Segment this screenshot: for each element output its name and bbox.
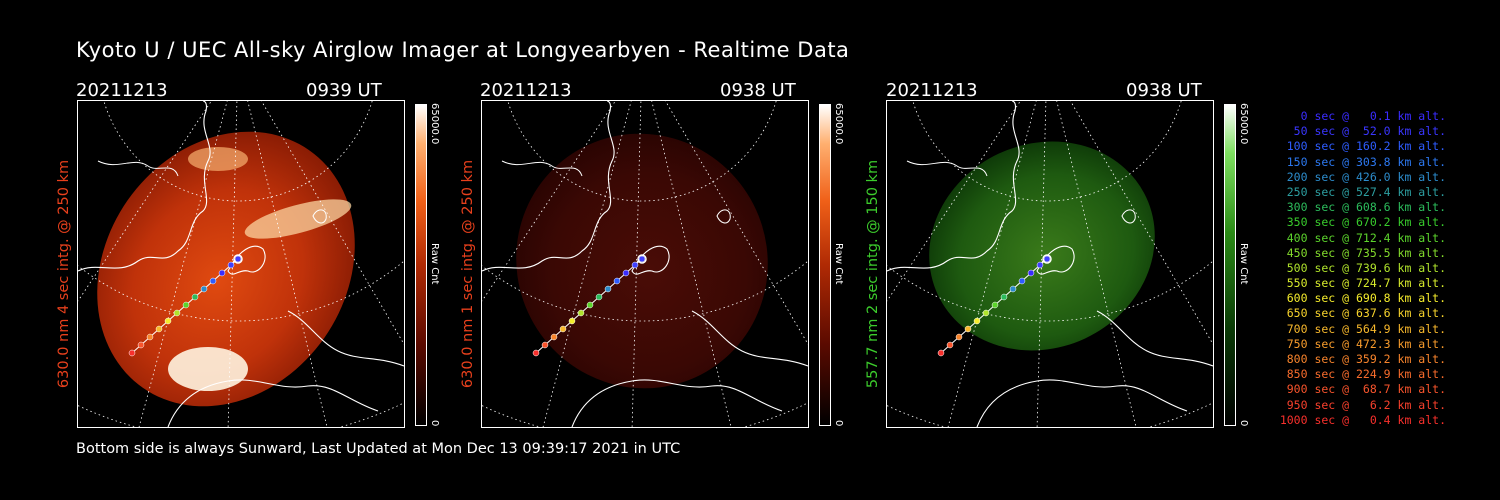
legend-row: 850 sec @ 224.9 km alt.: [1279, 367, 1446, 382]
legend-row: 300 sec @ 608.6 km alt.: [1279, 200, 1446, 215]
panel-2-time: 0938 UT: [720, 80, 796, 101]
panel-3-colorbar-label: Raw Cnt: [1238, 243, 1249, 285]
legend-row: 1000 sec @ 0.4 km alt.: [1279, 412, 1446, 427]
legend-row: 50 sec @ 52.0 km alt.: [1279, 124, 1446, 139]
legend-row: 700 sec @ 564.9 km alt.: [1279, 321, 1446, 336]
panel-2-colorbar: [819, 104, 831, 426]
panel-2-image: [481, 100, 809, 428]
panel-2-colorbar-max: 65000.0: [833, 103, 844, 145]
panel-2-colorbar-label: Raw Cnt: [833, 243, 844, 285]
legend-row: 500 sec @ 739.6 km alt.: [1279, 260, 1446, 275]
panel-3-colorbar-max: 65000.0: [1238, 103, 1249, 145]
legend-row: 900 sec @ 68.7 km alt.: [1279, 382, 1446, 397]
page-title: Kyoto U / UEC All-sky Airglow Imager at …: [76, 38, 850, 62]
legend-row: 550 sec @ 724.7 km alt.: [1279, 276, 1446, 291]
panel-2-colorbar-min: 0: [833, 420, 844, 427]
legend-row: 450 sec @ 735.5 km alt.: [1279, 245, 1446, 260]
legend-row: 0 sec @ 0.1 km alt.: [1279, 109, 1446, 123]
legend-row: 100 sec @ 160.2 km alt.: [1279, 139, 1446, 154]
trajectory-legend: 0 sec @ 0.1 km alt. 50 sec @ 52.0 km alt…: [1268, 109, 1446, 428]
legend-row: 800 sec @ 359.2 km alt.: [1279, 352, 1446, 366]
panel-3-image: [886, 100, 1214, 428]
panel-1-ylabel: 630.0 nm 4 sec intg. @ 250 km: [56, 159, 72, 389]
panel-1-colorbar-min: 0: [429, 420, 440, 427]
footer-note: Bottom side is always Sunward, Last Upda…: [76, 441, 681, 457]
legend-row: 200 sec @ 426.0 km alt.: [1279, 169, 1446, 184]
legend-row: 150 sec @ 303.8 km alt.: [1279, 154, 1446, 169]
panel-1-colorbar: [415, 104, 427, 426]
legend-row: 650 sec @ 637.6 km alt.: [1279, 306, 1446, 321]
legend-row: 750 sec @ 472.3 km alt.: [1279, 336, 1446, 351]
panel-3-ylabel: 557.7 nm 2 sec intg. @ 150 km: [865, 159, 881, 389]
panel-1-colorbar-label: Raw Cnt: [429, 243, 440, 285]
panel-3-colorbar: [1224, 104, 1236, 426]
panel-1-time: 0939 UT: [306, 80, 382, 101]
legend-row: 950 sec @ 6.2 km alt.: [1279, 397, 1446, 412]
panel-3-colorbar-min: 0: [1238, 420, 1249, 427]
legend-row: 350 sec @ 670.2 km alt.: [1279, 215, 1446, 230]
panel-1-image: [77, 100, 405, 428]
panel-3-time: 0938 UT: [1126, 80, 1202, 101]
panel-2-date: 20211213: [480, 80, 572, 101]
legend-row: 400 sec @ 712.4 km alt.: [1279, 230, 1446, 245]
legend-row: 600 sec @ 690.8 km alt.: [1279, 291, 1446, 306]
panel-1-date: 20211213: [76, 80, 168, 101]
panel-1-colorbar-max: 65000.0: [429, 103, 440, 145]
panel-2-ylabel: 630.0 nm 1 sec intg. @ 250 km: [460, 159, 476, 389]
panel-3-date: 20211213: [886, 80, 978, 101]
legend-row: 250 sec @ 527.4 km alt.: [1279, 184, 1446, 199]
